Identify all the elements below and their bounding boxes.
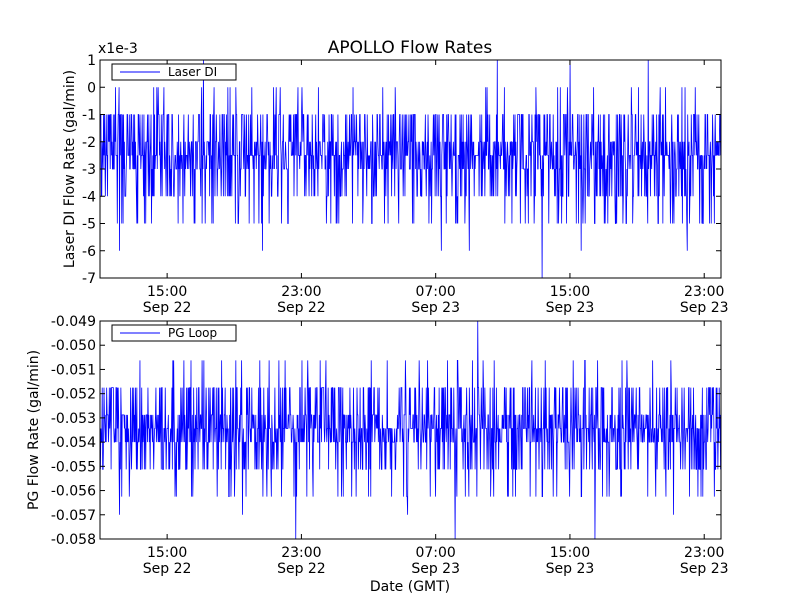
y-tick-label: 1 (87, 53, 96, 69)
pg-loop-ticks: -0.049 -0.050 -0.051 -0.052 -0.053 -0.054 -0.0… (51, 314, 729, 577)
x-tick-time-label: 15:00 (147, 284, 187, 300)
y-axis-label: Laser DI Flow Rate (gal/min) (62, 70, 78, 268)
x-tick-time-label: 23:00 (281, 284, 321, 300)
x-axis-label: Date (GMT) (370, 579, 450, 595)
pg-loop-plot-frame (99, 320, 722, 540)
y-tick-label: -0.057 (51, 508, 96, 524)
legend-box (111, 324, 237, 342)
legend-label: Laser DI (168, 65, 217, 79)
x-tick-time-label: 15:00 (147, 545, 187, 561)
legend-label: PG Loop (168, 326, 217, 340)
y-tick-label: -0.049 (51, 314, 96, 330)
y-tick-label: -1 (82, 108, 96, 124)
y-tick-label: -0.055 (51, 459, 96, 475)
x-tick-date-label: Sep 22 (277, 561, 326, 577)
y-axis-label: PG Flow Rate (gal/min) (26, 350, 42, 510)
pg-loop-legend: PG Loop (111, 324, 237, 342)
x-tick-time-label: 23:00 (684, 545, 724, 561)
y-offset-label: x1e-3 (98, 41, 138, 57)
x-tick-date-label: Sep 23 (680, 300, 729, 316)
legend-box (111, 63, 237, 81)
y-tick-label: 0 (87, 80, 96, 96)
x-tick-time-label: 07:00 (415, 545, 455, 561)
series-line-pg-loop (100, 321, 721, 539)
chart-title: APOLLO Flow Rates (328, 38, 493, 58)
y-tick-label: -0.053 (51, 411, 96, 427)
y-tick-label: -0.050 (51, 338, 96, 354)
x-tick-date-label: Sep 23 (411, 300, 460, 316)
x-tick-time-label: 15:00 (550, 284, 590, 300)
x-tick-date-label: Sep 22 (143, 561, 192, 577)
x-tick-time-label: 23:00 (684, 284, 724, 300)
pg-loop-panel: -0.049 -0.050 -0.051 -0.052 -0.053 -0.054 -0.0… (26, 314, 729, 577)
x-tick-time-label: 15:00 (550, 545, 590, 561)
x-tick-date-label: Sep 23 (680, 561, 729, 577)
y-tick-label: -6 (82, 244, 96, 260)
y-tick-label: -5 (82, 217, 96, 233)
y-tick-label: -2 (82, 135, 96, 151)
y-tick-label: -0.056 (51, 484, 96, 500)
pg-loop-series-layer (100, 321, 721, 539)
y-tick-label: -0.058 (51, 532, 96, 548)
x-tick-time-label: 23:00 (281, 545, 321, 561)
x-tick-date-label: Sep 23 (546, 300, 595, 316)
x-tick-date-label: Sep 22 (277, 300, 326, 316)
x-tick-date-label: Sep 23 (411, 561, 460, 577)
y-tick-label: -4 (82, 189, 96, 205)
y-tick-label: -0.054 (51, 435, 96, 451)
y-tick-label: -0.052 (51, 387, 96, 403)
y-tick-label: -3 (82, 162, 96, 178)
y-tick-label: -7 (82, 271, 96, 287)
laser-di-legend: Laser DI (111, 63, 237, 81)
x-tick-time-label: 07:00 (415, 284, 455, 300)
y-tick-label: -0.051 (51, 362, 96, 378)
x-tick-date-label: Sep 23 (546, 561, 595, 577)
x-tick-date-label: Sep 22 (143, 300, 192, 316)
